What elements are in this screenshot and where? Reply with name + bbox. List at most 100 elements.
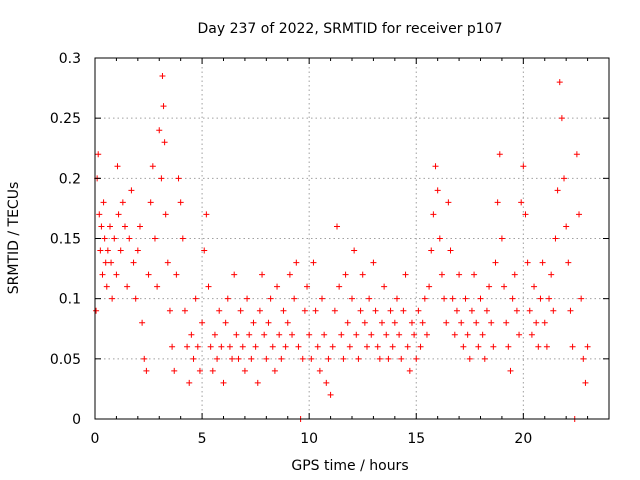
data-point <box>456 271 463 278</box>
data-point <box>323 379 330 386</box>
data-point <box>134 247 141 254</box>
grid-lines <box>95 58 609 419</box>
data-points <box>93 73 591 422</box>
y-tick-label: 0.25 <box>50 111 81 127</box>
data-point <box>188 331 195 338</box>
data-point <box>488 319 495 326</box>
data-point <box>385 355 392 362</box>
data-point <box>111 235 118 242</box>
data-point <box>528 331 535 338</box>
data-point <box>263 355 270 362</box>
data-point <box>104 247 111 254</box>
data-point <box>280 307 287 314</box>
data-point <box>338 331 345 338</box>
data-point <box>304 283 311 290</box>
data-point <box>357 307 364 314</box>
data-point <box>224 295 231 302</box>
data-point <box>301 307 308 314</box>
data-point <box>445 199 452 206</box>
data-point <box>366 295 373 302</box>
data-point <box>231 271 238 278</box>
data-point <box>151 235 158 242</box>
x-tick-label: 5 <box>198 431 207 447</box>
data-point <box>563 223 570 230</box>
data-point <box>175 175 182 182</box>
data-point <box>398 355 405 362</box>
y-tick-label: 0.2 <box>59 171 81 187</box>
data-point <box>421 295 428 302</box>
data-point <box>546 295 553 302</box>
data-point <box>220 379 227 386</box>
data-point <box>363 343 370 350</box>
data-point <box>278 355 285 362</box>
data-point <box>518 199 525 206</box>
data-point <box>158 175 165 182</box>
data-point <box>522 211 529 218</box>
data-point <box>336 283 343 290</box>
data-point <box>308 355 315 362</box>
data-point <box>314 343 321 350</box>
data-point <box>578 295 585 302</box>
data-point <box>201 247 208 254</box>
data-point <box>250 319 257 326</box>
data-point <box>490 343 497 350</box>
data-point <box>173 271 180 278</box>
data-point <box>124 283 131 290</box>
data-point <box>102 259 109 266</box>
data-point <box>295 343 302 350</box>
data-point <box>321 331 328 338</box>
data-point <box>436 235 443 242</box>
data-point <box>97 247 104 254</box>
data-point <box>145 271 152 278</box>
data-point <box>353 331 360 338</box>
data-point <box>355 355 362 362</box>
data-point <box>132 295 139 302</box>
data-point <box>541 319 548 326</box>
data-point <box>573 151 580 158</box>
data-point <box>479 331 486 338</box>
data-point <box>417 343 424 350</box>
data-point <box>458 319 465 326</box>
data-point <box>494 199 501 206</box>
data-point <box>248 355 255 362</box>
data-point <box>184 343 191 350</box>
data-point <box>443 319 450 326</box>
data-point <box>244 295 251 302</box>
data-point <box>430 211 437 218</box>
data-point <box>524 259 531 266</box>
data-point <box>130 259 137 266</box>
data-point <box>503 319 510 326</box>
data-point <box>531 283 538 290</box>
data-point <box>498 235 505 242</box>
data-point <box>453 307 460 314</box>
data-point <box>580 355 587 362</box>
data-point <box>291 295 298 302</box>
data-point <box>426 283 433 290</box>
data-point <box>329 343 336 350</box>
y-tick-labels: 0 0.05 0.1 0.15 0.2 0.25 0.3 <box>50 51 81 428</box>
data-point <box>161 139 168 146</box>
data-point <box>233 331 240 338</box>
x-tick-label: 15 <box>407 431 425 447</box>
data-point <box>516 331 523 338</box>
data-point <box>254 379 261 386</box>
data-point <box>501 283 508 290</box>
data-point <box>539 259 546 266</box>
data-point <box>359 271 366 278</box>
data-point <box>349 295 355 302</box>
data-point <box>169 343 176 350</box>
data-point <box>126 235 133 242</box>
y-tick-label: 0.15 <box>50 232 81 248</box>
data-point <box>486 283 493 290</box>
x-tick-label: 10 <box>300 431 318 447</box>
data-point <box>481 355 488 362</box>
data-point <box>561 175 568 182</box>
data-point <box>177 199 184 206</box>
data-point <box>567 307 574 314</box>
data-point <box>441 295 448 302</box>
data-point <box>411 331 418 338</box>
data-point <box>432 163 439 170</box>
data-point <box>415 307 422 314</box>
data-point <box>293 259 300 266</box>
data-point <box>117 247 124 254</box>
